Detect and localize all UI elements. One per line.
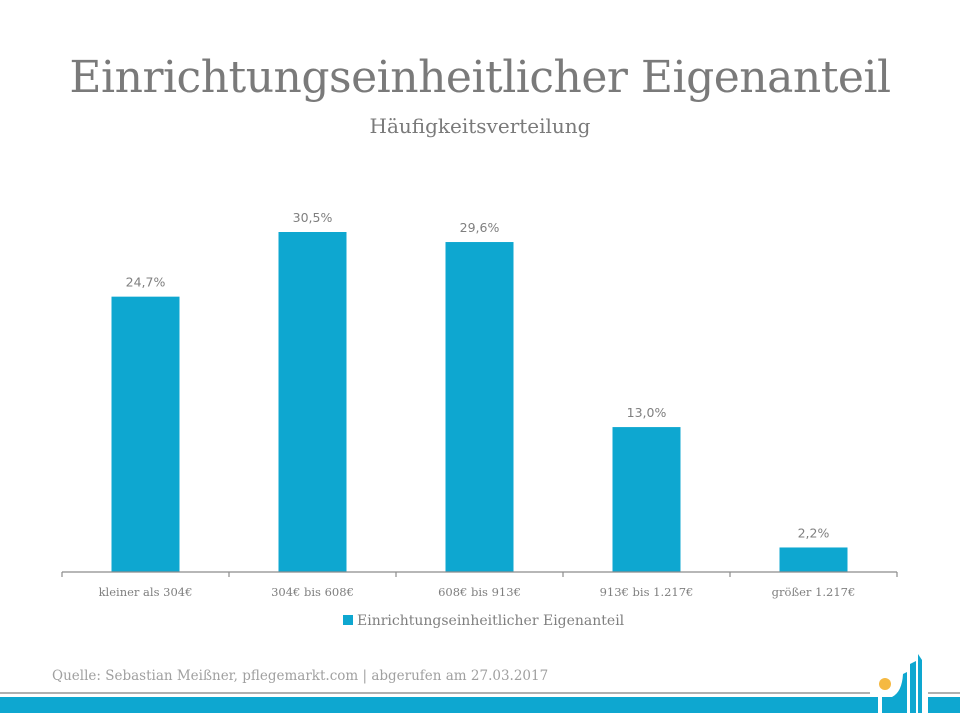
x-tick-label-0: kleiner als 304€ xyxy=(99,585,193,599)
chart-subtitle: Häufigkeitsverteilung xyxy=(369,114,591,138)
data-label-3: 13,0% xyxy=(627,405,667,420)
x-tick-label-4: größer 1.217€ xyxy=(772,585,856,599)
bar-2 xyxy=(445,242,514,573)
bar-chart: 24,7% 30,5% 29,6% 13,0% 2,2% kleiner als 304… xyxy=(61,210,898,629)
legend-swatch xyxy=(343,615,353,625)
x-tick-label-1: 304€ bis 608€ xyxy=(271,585,354,599)
data-label-1: 30,5% xyxy=(293,210,333,225)
x-tick-label-2: 608€ bis 913€ xyxy=(438,585,521,599)
bar-3 xyxy=(612,427,681,572)
data-label-4: 2,2% xyxy=(798,525,830,540)
footer-band xyxy=(0,697,878,713)
bar-0 xyxy=(111,296,180,572)
pflegemarkt-logo-icon xyxy=(879,654,922,713)
footer-band-right xyxy=(928,697,960,713)
bar-4 xyxy=(779,547,848,572)
x-tick-label-3: 913€ bis 1.217€ xyxy=(600,585,694,599)
source-note: Quelle: Sebastian Meißner, pflegemarkt.c… xyxy=(52,668,549,684)
legend-label: Einrichtungseinheitlicher Eigenanteil xyxy=(357,613,625,629)
data-label-2: 29,6% xyxy=(460,220,500,235)
bar-1 xyxy=(278,232,347,572)
chart-title: Einrichtungseinheitlicher Eigenanteil xyxy=(69,52,891,103)
footer-rule-right xyxy=(928,692,960,694)
footer-rule xyxy=(0,692,870,694)
data-label-0: 24,7% xyxy=(126,275,166,290)
